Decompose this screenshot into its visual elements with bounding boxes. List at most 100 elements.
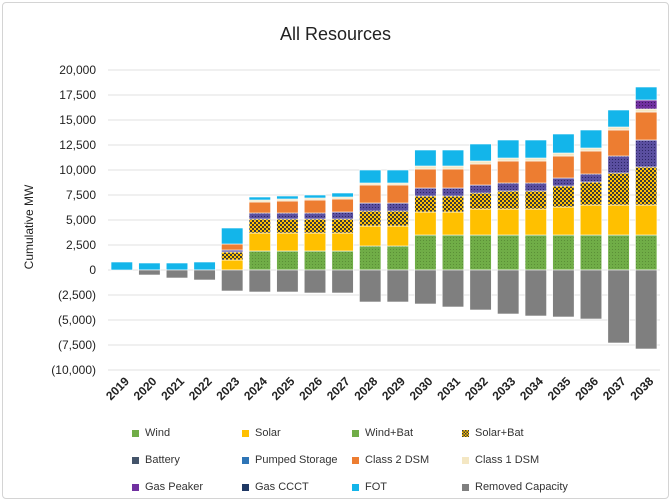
legend-item: Class 1 DSM [462,453,539,467]
bar-segment-class-2-dsm [524,160,547,184]
legend-label: Class 2 DSM [365,454,430,466]
y-tick-label: 7,500 [66,188,96,202]
bar-segment-class-2-dsm [276,200,299,214]
bar-segment-removed-capacity [579,269,603,320]
bar-stacks [110,86,658,350]
bar-segment-battery [359,202,382,212]
bar-segment-solar [635,204,658,236]
legend-item: Gas Peaker [132,480,203,494]
legend-swatch [462,483,469,491]
bar-segment-removed-capacity [441,269,465,308]
bar-segment-fot [386,169,409,184]
bar-segment-solar [359,225,382,247]
bar-segment-fot [414,149,437,167]
x-tick-label: 2021 [158,374,187,403]
bar-segment-wind [607,234,630,271]
bar-segment-class-1-dsm [524,157,547,162]
legend-swatch [462,456,469,464]
x-tick-label: 2023 [214,374,243,403]
bar-segment-removed-capacity [414,269,437,305]
bar-segment-wind [359,245,382,271]
bar-segment-class-1-dsm [441,165,465,170]
bar-segment-class-2-dsm [221,243,244,251]
legend-item: Wind [132,426,170,440]
bar-segment-removed-capacity [359,269,382,303]
bar-segment-solar-bat [579,181,603,206]
legend-label: Solar+Bat [475,427,524,439]
bar-segment-wind [579,234,603,271]
bar-segment-solar [248,232,271,252]
bar-segment-battery [248,212,271,220]
x-tick-label: 2030 [407,374,436,403]
legend-label: FOT [365,481,387,493]
bar-segment-fot [359,169,382,184]
bar-segment-removed-capacity [193,269,216,281]
bar-segment-class-1-dsm [386,182,409,186]
bar-segment-wind [414,234,437,271]
bar-segment-removed-capacity [248,269,271,293]
legend-label: Gas Peaker [145,481,204,493]
legend-item: Gas CCCT [242,480,309,494]
legend-item: Solar+Bat [462,426,524,440]
bar-segment-wind [469,234,492,271]
bar-segment-solar [221,259,244,271]
bar-segment-class-2-dsm [248,201,271,214]
bar-segment-solar-bat [331,218,354,234]
bar-segment-class-1-dsm [248,199,271,203]
bar-segment-class-2-dsm [386,184,409,204]
bar-segment-wind [497,234,520,271]
bar-segment-class-2-dsm [359,184,382,204]
bar-segment-class-1-dsm [359,182,382,186]
bar-segment-solar [303,232,327,252]
bar-segment-fot [524,139,547,159]
y-tick-label: (2,500) [58,288,96,302]
bar-segment-solar-bat [524,190,547,210]
bar-segment-wind [552,234,575,271]
bar-segment-class-1-dsm [635,108,658,113]
legend-swatch [352,483,359,491]
bar-segment-class-1-dsm [414,165,437,170]
bar-segment-solar-bat [497,190,520,210]
legend-label: Removed Capacity [475,481,568,493]
bar-segment-class-2-dsm [497,160,520,184]
bar-segment-removed-capacity [607,269,630,344]
bar-segment-fot [248,196,271,201]
legend-swatch [132,429,139,437]
x-tick-label: 2025 [269,374,298,403]
bar-segment-solar-bat [248,218,271,234]
bar-segment-fot [607,109,630,128]
bar-segment-removed-capacity [469,269,492,311]
bar-segment-battery [221,249,244,253]
bar-segment-fot [635,86,658,101]
legend-item: Solar [242,426,281,440]
legend-swatch [132,456,139,464]
x-tick-label: 2020 [131,374,160,403]
x-tick-label: 2032 [462,374,491,403]
bar-segment-fot [193,261,216,271]
legend-item: Pumped Storage [242,453,338,467]
bar-segment-solar-bat [441,195,465,213]
bar-segment-class-2-dsm [469,163,492,186]
legend-swatch [242,483,249,491]
bar-segment-solar-bat [552,185,575,208]
y-tick-label: 17,500 [59,88,96,102]
bar-segment-fot [303,194,327,199]
bar-segment-removed-capacity [138,269,161,276]
bar-segment-class-2-dsm [579,150,603,175]
legend-label: Gas CCCT [255,481,309,493]
x-tick-label: 2026 [296,374,325,403]
bar-segment-battery [552,177,575,187]
x-tick-label: 2031 [434,374,463,403]
bar-segment-battery [414,187,437,197]
bar-segment-solar [497,208,520,236]
x-tick-label: 2033 [490,374,519,403]
bar-segment-solar [386,225,409,247]
y-tick-label: (7,500) [58,338,96,352]
bar-segment-solar-bat [359,210,382,227]
bar-segment-battery [524,182,547,192]
bar-segment-removed-capacity [165,269,189,279]
bar-segment-class-1-dsm [469,160,492,165]
bar-segment-wind [386,245,409,271]
bar-segment-solar-bat [276,218,299,234]
bar-segment-wind [524,234,547,271]
